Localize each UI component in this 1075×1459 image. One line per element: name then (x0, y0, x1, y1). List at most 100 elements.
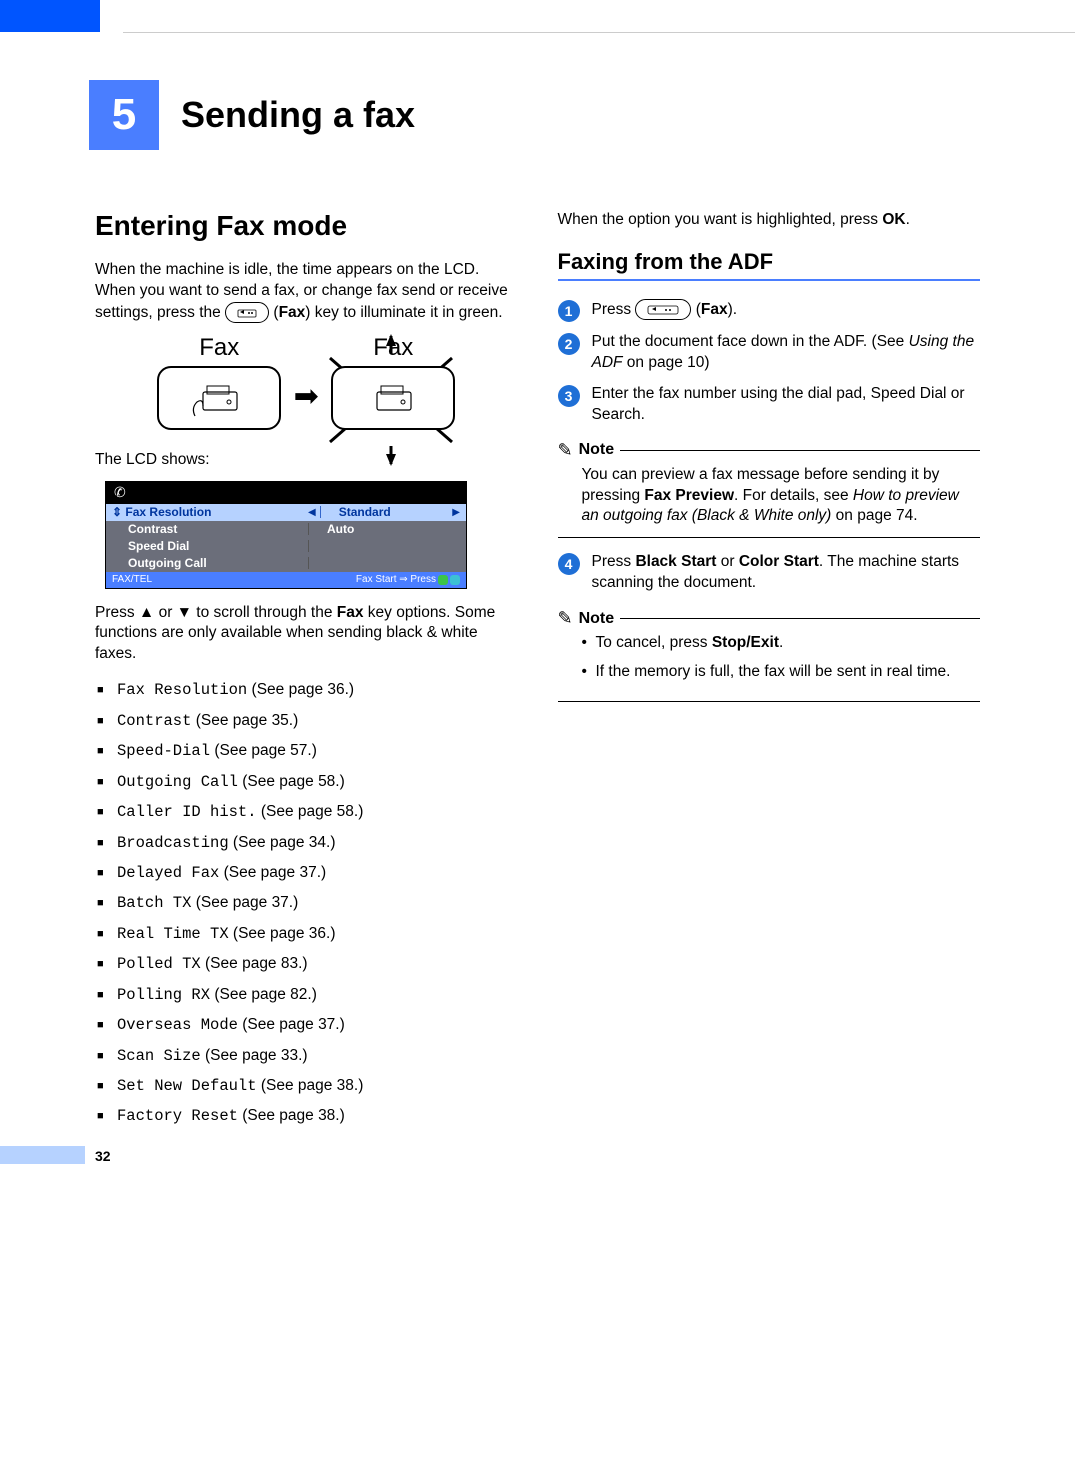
subheading-rule (558, 279, 981, 281)
opt-code: Speed-Dial (117, 742, 210, 760)
list-item: Scan Size (See page 33.) (117, 1041, 518, 1071)
step-1-body: Press (Fax). (592, 299, 738, 321)
page-content: 5 Sending a fax Entering Fax mode When t… (0, 0, 1075, 1178)
list-item: Set New Default (See page 38.) (117, 1071, 518, 1101)
s4a: Press (592, 553, 636, 570)
lcd-row-label: Fax Resolution (106, 505, 308, 519)
right-arrow-icon: ▶ (452, 507, 460, 518)
list-item: Contrast (See page 35.) (117, 706, 518, 736)
step-2: 2 Put the document face down in the ADF.… (558, 332, 981, 374)
opt-ref: (See page 38.) (238, 1107, 345, 1124)
list-item: Polling RX (See page 82.) (117, 980, 518, 1010)
hi-ok: OK (882, 211, 905, 228)
step-number-2: 2 (558, 333, 580, 355)
lcd-row-speed-dial: Speed Dial (106, 538, 466, 555)
lcd-row-value: Auto (309, 522, 466, 536)
s4b: Black Start (635, 553, 716, 570)
green-dot-icon (438, 575, 448, 585)
left-column: Entering Fax mode When the machine is id… (95, 210, 518, 1138)
left-arrow-icon: ◀ (308, 507, 316, 518)
opt-ref: (See page 83.) (201, 955, 308, 972)
note-block-1: ✎ Note You can preview a fax message bef… (558, 440, 981, 539)
lcd-row-outgoing-call: Outgoing Call (106, 555, 466, 572)
list-item: Outgoing Call (See page 58.) (117, 767, 518, 797)
lcd-row-contrast: Contrast Auto (106, 521, 466, 538)
intro-fax-label: Fax (279, 304, 306, 321)
note-2-bullet-2: If the memory is full, the fax will be s… (582, 662, 981, 683)
opt-code: Polled TX (117, 955, 201, 973)
note-2-body: To cancel, press Stop/Exit. If the memor… (558, 629, 981, 701)
s4c: or (716, 553, 738, 570)
list-item: Broadcasting (See page 34.) (117, 828, 518, 858)
s2c: on page 10) (623, 354, 710, 371)
opt-code: Scan Size (117, 1047, 201, 1065)
opt-code: Real Time TX (117, 925, 229, 943)
list-item: Overseas Mode (See page 37.) (117, 1010, 518, 1040)
opt-ref: (See page 38.) (257, 1077, 364, 1094)
lcd-foot-right: Fax Start ⇒ Press (356, 574, 436, 585)
lcd-row-label: Speed Dial (106, 539, 308, 553)
chapter-number: 5 (89, 80, 159, 150)
page-number: 32 (95, 1148, 111, 1164)
note-2-bullet-1: To cancel, press Stop/Exit. (582, 633, 981, 654)
note-header: ✎ Note (558, 440, 981, 461)
note-block-2: ✎ Note To cancel, press Stop/Exit. If th… (558, 608, 981, 702)
opt-ref: (See page 36.) (229, 925, 336, 942)
list-item: Real Time TX (See page 36.) (117, 919, 518, 949)
opt-code: Polling RX (117, 986, 210, 1004)
opt-ref: (See page 36.) (247, 681, 354, 698)
opt-code: Overseas Mode (117, 1016, 238, 1034)
note-rule (620, 450, 980, 451)
n2b1c: . (779, 634, 783, 651)
note-end-rule (558, 537, 981, 538)
opt-ref: (See page 35.) (191, 712, 298, 729)
lcd-foot-left: FAX/TEL (112, 574, 152, 585)
list-item: Speed-Dial (See page 57.) (117, 736, 518, 766)
n1e: on page 74. (831, 507, 917, 524)
opt-ref: (See page 82.) (210, 986, 317, 1003)
s1c: Fax (701, 301, 728, 318)
n2b1a: To cancel, press (596, 634, 712, 651)
opt-code: Broadcasting (117, 834, 229, 852)
opt-ref: (See page 57.) (210, 742, 317, 759)
fax-button-on: Fax (331, 334, 455, 430)
opt-ref: (See page 37.) (191, 894, 298, 911)
step-4-body: Press Black Start or Color Start. The ma… (592, 552, 981, 594)
fax-machine-icon-lit (363, 378, 423, 418)
subheading-faxing-from-adf: Faxing from the ADF (558, 249, 981, 275)
lcd-top-bar: ✆ (106, 482, 466, 504)
step-number-4: 4 (558, 553, 580, 575)
s1d: ). (728, 301, 737, 318)
lcd-row-fax-resolution: Fax Resolution ◀ Standard ▶ (106, 504, 466, 521)
fax-button-off: Fax (157, 334, 281, 430)
opt-code: Contrast (117, 712, 191, 730)
opt-code: Factory Reset (117, 1107, 238, 1125)
hi-text-3: . (906, 211, 910, 228)
list-item: Factory Reset (See page 38.) (117, 1101, 518, 1131)
n1b: Fax Preview (644, 487, 734, 504)
section-heading-entering-fax-mode: Entering Fax mode (95, 210, 518, 242)
opt-code: Fax Resolution (117, 681, 247, 699)
note-rule (620, 618, 980, 619)
list-item: Caller ID hist. (See page 58.) (117, 797, 518, 827)
opt-ref: (See page 33.) (201, 1047, 308, 1064)
fax-key-icon (635, 299, 691, 321)
opt-ref: (See page 58.) (257, 803, 364, 820)
opt-ref: (See page 34.) (229, 834, 336, 851)
opt-code: Caller ID hist. (117, 803, 257, 821)
step-3-body: Enter the fax number using the dial pad,… (592, 384, 981, 426)
step-1: 1 Press (Fax). (558, 299, 981, 322)
s2a: Put the document face down in the ADF. (… (592, 333, 909, 350)
highlight-instruction: When the option you want is highlighted,… (558, 210, 981, 231)
step-4: 4 Press Black Start or Color Start. The … (558, 552, 981, 594)
n2b1b: Stop/Exit (712, 634, 779, 651)
chapter-title: Sending a fax (181, 94, 415, 136)
right-column: When the option you want is highlighted,… (558, 210, 981, 1138)
list-item: Polled TX (See page 83.) (117, 949, 518, 979)
note-header: ✎ Note (558, 608, 981, 629)
opt-code: Outgoing Call (117, 773, 238, 791)
note-end-rule (558, 701, 981, 702)
list-item: Delayed Fax (See page 37.) (117, 858, 518, 888)
lcd-screenshot: ✆ Fax Resolution ◀ Standard ▶ Contrast A… (105, 481, 467, 589)
scroll-fax-label: Fax (337, 604, 364, 621)
